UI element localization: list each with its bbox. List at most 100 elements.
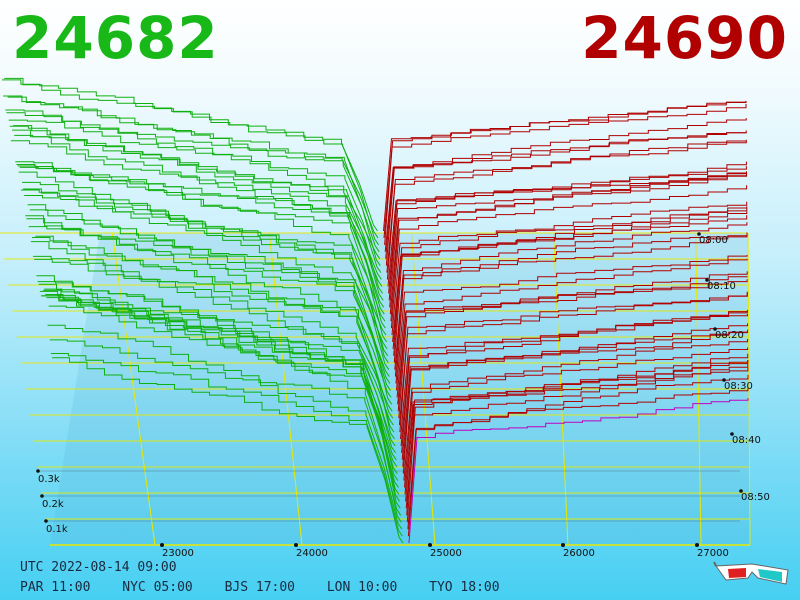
bid-depth-curve (37, 281, 397, 454)
ask-depth-curve (390, 175, 748, 322)
ask-depth-curve (385, 118, 747, 259)
time-tick-mark (697, 232, 701, 236)
volume-tick-mark (40, 494, 44, 498)
bid-depth-curve (7, 96, 381, 266)
bid-depth-curve (23, 188, 389, 363)
ask-depth-curve (390, 185, 748, 329)
volume-tick-mark (36, 469, 40, 473)
ask-depth-curve (389, 172, 747, 308)
price-tick-label: 27000 (697, 548, 729, 559)
time-tick-label: 08:10 (707, 281, 736, 292)
time-tick-mark (722, 378, 726, 382)
ask-depth-curve (408, 398, 749, 544)
price-tick-mark (428, 543, 432, 547)
price-tick-label: 26000 (563, 548, 595, 559)
volume-tick-label: 0.3k (38, 474, 60, 485)
bid-depth-curve (29, 209, 393, 405)
bid-depth-curve (2, 79, 378, 232)
bid-depth-curve (3, 95, 379, 239)
ask-depth-curve (406, 367, 749, 523)
time-tick-mark (739, 489, 743, 493)
ask-depth-curve (401, 313, 748, 453)
ask-depth-curve (395, 232, 748, 384)
ask-depth-curve (393, 208, 748, 356)
grid-column (410, 232, 436, 546)
depth-curves (2, 77, 749, 544)
bid-depth-curve (17, 165, 386, 329)
ask-depth-curve (383, 100, 747, 232)
bid-depth-curve (47, 324, 402, 516)
timezone-clocks: PAR 11:00 NYC 05:00 BJS 17:00 LON 10:00 … (20, 580, 524, 595)
time-tick-mark (705, 278, 709, 282)
bid-depth-curve (27, 204, 391, 391)
zone-lon: LON 10:00 (326, 580, 398, 595)
bid-depth-curve (16, 164, 386, 322)
ask-price: 24690 (581, 4, 788, 72)
bid-depth-curve (22, 181, 389, 357)
bid-depth-curve (50, 353, 403, 537)
bid-depth-curve (46, 297, 401, 509)
time-tick-mark (730, 432, 734, 436)
ask-depth-curve (386, 139, 747, 280)
right-axis (747, 232, 751, 546)
ask-depth-curve (398, 271, 748, 419)
time-tick-mark (713, 327, 717, 331)
ask-depth-curve (398, 292, 748, 426)
ask-depth-curve (394, 222, 748, 377)
zone-bjs: BJS 17:00 (224, 580, 296, 595)
ask-depth-curve (396, 258, 748, 398)
grid-column (111, 232, 156, 546)
bid-depth-curve (6, 112, 381, 259)
ask-depth-curve (403, 339, 749, 481)
utc-time: UTC 2022-08-14 09:00 (20, 560, 177, 575)
bid-depth-curve (48, 305, 402, 523)
ask-depth-curve (399, 291, 748, 433)
ask-depth-curve (393, 206, 748, 363)
ask-depth-curve (385, 130, 747, 266)
ask-depth-curve (407, 374, 749, 537)
bid-depth-curve (4, 77, 380, 246)
bid-depth-curve (12, 129, 384, 294)
bid-depth-curve (43, 289, 399, 488)
bid-depth-curve (8, 119, 382, 273)
bid-depth-curve (52, 357, 404, 544)
ask-depth-curve (383, 103, 747, 238)
axis-labels: 23000 24000 25000 26000 27000 0.1k 0.2k 0.3k 08:… (36, 232, 770, 559)
price-tick-mark (695, 543, 699, 547)
bid-depth-curve (14, 134, 385, 308)
price-tick-label: 25000 (430, 548, 462, 559)
ask-depth-curve (404, 347, 749, 488)
ask-depth-curve (402, 329, 749, 474)
ask-depth-curve (384, 101, 747, 245)
ask-depth-curve (402, 332, 748, 467)
bid-depth-curve (19, 166, 388, 343)
bid-price: 24682 (12, 4, 219, 72)
bid-depth-curve (34, 258, 395, 433)
bid-depth-curve (24, 195, 390, 370)
price-tick-mark (160, 543, 164, 547)
grid-column (268, 232, 303, 546)
volume-tick-label: 0.2k (42, 499, 64, 510)
volume-tick-label: 0.1k (46, 524, 68, 535)
time-tick-label: 08:50 (741, 492, 770, 503)
zone-nyc: NYC 05:00 (122, 580, 193, 595)
bid-depth-curve (20, 189, 388, 350)
price-tick-mark (561, 543, 565, 547)
bid-depth-curve (30, 241, 393, 412)
bid-depth-curve (42, 295, 399, 481)
bid-depth-curve (45, 294, 401, 502)
bid-depth-curve (40, 295, 398, 474)
volume-tick-mark (44, 519, 48, 523)
time-tick-label: 08:30 (724, 381, 753, 392)
bid-depth-curve (35, 235, 395, 440)
time-tick-label: 08:20 (715, 330, 744, 341)
bid-depth-curve (13, 125, 384, 301)
price-tick-mark (294, 543, 298, 547)
bid-depth-curve (49, 339, 403, 530)
price-tick-label: 23000 (162, 548, 194, 559)
3d-glasses-icon[interactable] (712, 558, 792, 592)
zone-par: PAR 11:00 (20, 580, 91, 595)
bid-depth-curve (10, 140, 383, 287)
ask-depth-curve (392, 211, 748, 349)
